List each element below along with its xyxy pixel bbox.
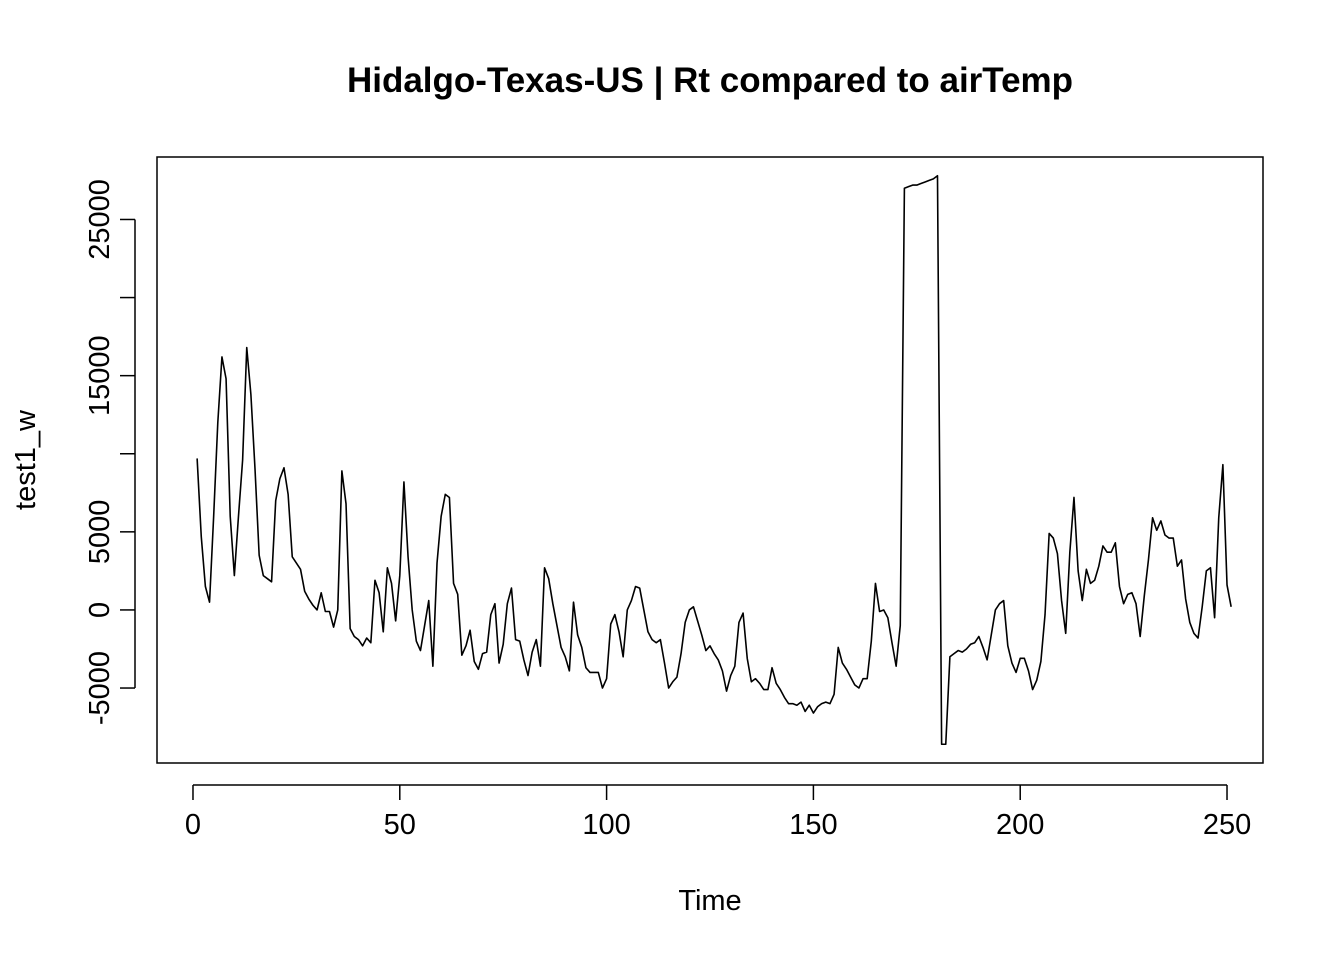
x-tick-label: 150 (789, 809, 837, 841)
y-tick-label: 5000 (84, 500, 116, 565)
y-tick-label: -5000 (84, 651, 116, 725)
chart-title: Hidalgo-Texas-US | Rt compared to airTem… (347, 61, 1073, 100)
x-axis-label: Time (678, 885, 741, 917)
y-tick-label: 0 (84, 602, 116, 618)
y-tick-label: 25000 (84, 179, 116, 260)
x-axis: 0 50 100 150 200 250 (185, 784, 1251, 841)
y-axis-label: test1_w (10, 409, 42, 510)
x-tick-label: 50 (384, 809, 416, 841)
x-tick-label: 250 (1203, 809, 1251, 841)
x-tick-label: 100 (582, 809, 630, 841)
x-tick-label: 0 (185, 809, 201, 841)
y-axis: -5000 0 5000 15000 25000 (84, 179, 136, 725)
plot-area-frame (156, 156, 1264, 764)
y-tick-label: 15000 (84, 335, 116, 416)
series-line-test1_w (196, 174, 1232, 746)
series-layer (196, 174, 1232, 746)
x-tick-label: 200 (996, 809, 1044, 841)
